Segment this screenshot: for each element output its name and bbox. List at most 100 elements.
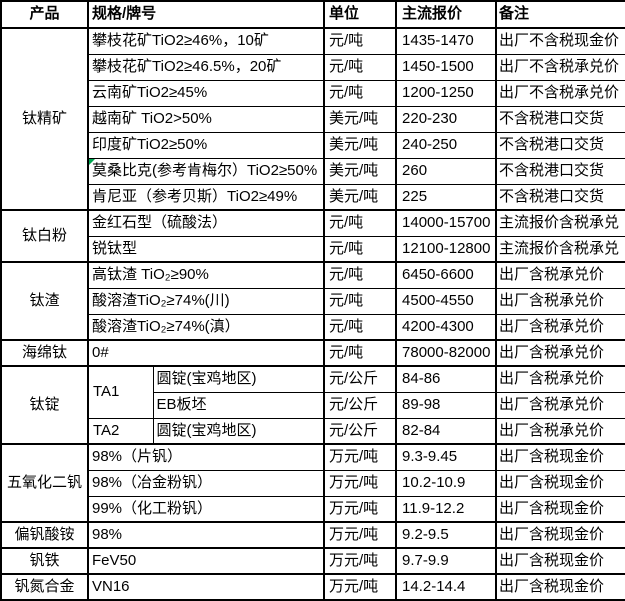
spec-cell[interactable]: 攀枝花矿TiO2≥46.5%，20矿 <box>87 53 326 81</box>
note-cell[interactable]: 出厂含税现金价 <box>495 521 625 549</box>
price-cell[interactable]: 89-98 <box>395 391 498 419</box>
unit-cell[interactable]: 元/吨 <box>323 235 398 263</box>
unit-cell[interactable]: 元/吨 <box>323 313 398 341</box>
spec-cell[interactable]: 金红石型（硫酸法） <box>87 209 326 237</box>
price-cell[interactable]: 10.2-10.9 <box>395 469 498 497</box>
spec-cell[interactable]: 酸溶渣TiO₂≥74%(川) <box>87 287 326 315</box>
price-cell[interactable]: 9.2-9.5 <box>395 521 498 549</box>
note-cell[interactable]: 不含税港口交货 <box>495 183 625 211</box>
spec-cell[interactable]: 肯尼亚（参考贝斯）TiO2≥49% <box>87 183 326 211</box>
spec-cell[interactable]: 圆锭(宝鸡地区) <box>152 365 326 393</box>
note-cell[interactable]: 不含税港口交货 <box>495 105 625 133</box>
price-cell[interactable]: 12100-12800 <box>395 235 498 263</box>
spec-cell[interactable]: EB板坯 <box>152 391 326 419</box>
grade-cell[interactable]: TA1 <box>87 365 154 419</box>
note-cell[interactable]: 出厂含税现金价 <box>495 547 625 575</box>
product-cell[interactable]: 钒铁 <box>0 547 89 575</box>
note-cell[interactable]: 出厂含税现金价 <box>495 495 625 523</box>
product-cell[interactable]: 钒氮合金 <box>0 573 89 601</box>
unit-cell[interactable]: 元/吨 <box>323 79 398 107</box>
product-cell[interactable]: 钛渣 <box>0 261 89 341</box>
note-cell[interactable]: 出厂含税承兑价 <box>495 313 625 341</box>
product-cell[interactable]: 钛锭 <box>0 365 89 445</box>
unit-cell[interactable]: 元/吨 <box>323 209 398 237</box>
note-cell[interactable]: 出厂含税承兑价 <box>495 261 625 289</box>
spec-cell[interactable]: 98% <box>87 521 326 549</box>
unit-cell[interactable]: 万元/吨 <box>323 469 398 497</box>
note-cell[interactable]: 出厂含税承兑价 <box>495 339 625 367</box>
spec-cell[interactable]: 越南矿 TiO2>50% <box>87 105 326 133</box>
price-cell[interactable]: 4200-4300 <box>395 313 498 341</box>
price-cell[interactable]: 225 <box>395 183 498 211</box>
unit-cell[interactable]: 美元/吨 <box>323 131 398 159</box>
spec-cell[interactable]: 圆锭(宝鸡地区) <box>152 417 326 445</box>
unit-cell[interactable]: 美元/吨 <box>323 183 398 211</box>
spec-cell[interactable]: 99%（化工粉钒） <box>87 495 326 523</box>
note-cell[interactable]: 出厂不含税承兑价 <box>495 79 625 107</box>
unit-cell[interactable]: 万元/吨 <box>323 495 398 523</box>
header-note[interactable]: 备注 <box>495 0 625 29</box>
price-cell[interactable]: 84-86 <box>395 365 498 393</box>
spec-cell[interactable]: FeV50 <box>87 547 326 575</box>
note-cell[interactable]: 出厂不含税承兑价 <box>495 53 625 81</box>
price-cell[interactable]: 82-84 <box>395 417 498 445</box>
spec-cell[interactable]: 攀枝花矿TiO2≥46%，10矿 <box>87 27 326 55</box>
note-cell[interactable]: 不含税港口交货 <box>495 131 625 159</box>
product-cell[interactable]: 五氧化二钒 <box>0 443 89 523</box>
note-cell[interactable]: 出厂不含税现金价 <box>495 27 625 55</box>
price-cell[interactable]: 11.9-12.2 <box>395 495 498 523</box>
spec-cell[interactable]: 98%（冶金粉钒） <box>87 469 326 497</box>
header-spec[interactable]: 规格/牌号 <box>87 0 326 29</box>
grade-cell[interactable]: TA2 <box>87 417 154 445</box>
unit-cell[interactable]: 美元/吨 <box>323 105 398 133</box>
header-unit[interactable]: 单位 <box>323 0 398 29</box>
header-price[interactable]: 主流报价 <box>395 0 498 29</box>
price-cell[interactable]: 9.7-9.9 <box>395 547 498 575</box>
unit-cell[interactable]: 元/公斤 <box>323 365 398 393</box>
unit-cell[interactable]: 万元/吨 <box>323 443 398 471</box>
note-cell[interactable]: 出厂含税现金价 <box>495 573 625 601</box>
note-cell[interactable]: 不含税港口交货 <box>495 157 625 185</box>
spec-cell[interactable]: 98%（片钒） <box>87 443 326 471</box>
spec-cell[interactable]: 云南矿TiO2≥45% <box>87 79 326 107</box>
price-cell[interactable]: 1435-1470 <box>395 27 498 55</box>
spec-cell[interactable]: 酸溶渣TiO₂≥74%(滇） <box>87 313 326 341</box>
spec-cell[interactable]: 锐钛型 <box>87 235 326 263</box>
note-cell[interactable]: 出厂含税承兑价 <box>495 417 625 445</box>
price-cell[interactable]: 220-230 <box>395 105 498 133</box>
spec-cell[interactable]: VN16 <box>87 573 326 601</box>
price-cell[interactable]: 1200-1250 <box>395 79 498 107</box>
price-cell[interactable]: 14000-15700 <box>395 209 498 237</box>
price-cell[interactable]: 4500-4550 <box>395 287 498 315</box>
note-cell[interactable]: 出厂含税承兑价 <box>495 287 625 315</box>
unit-cell[interactable]: 万元/吨 <box>323 547 398 575</box>
spec-cell[interactable]: 莫桑比克(参考肯梅尔）TiO2≥50% <box>87 157 326 185</box>
price-cell[interactable]: 6450-6600 <box>395 261 498 289</box>
unit-cell[interactable]: 元/公斤 <box>323 417 398 445</box>
note-cell[interactable]: 出厂含税承兑价 <box>495 365 625 393</box>
product-cell[interactable]: 钛精矿 <box>0 27 89 211</box>
unit-cell[interactable]: 元/吨 <box>323 339 398 367</box>
price-cell[interactable]: 260 <box>395 157 498 185</box>
unit-cell[interactable]: 元/吨 <box>323 27 398 55</box>
unit-cell[interactable]: 元/吨 <box>323 261 398 289</box>
spec-cell[interactable]: 印度矿TiO2≥50% <box>87 131 326 159</box>
spec-cell[interactable]: 0# <box>87 339 326 367</box>
unit-cell[interactable]: 万元/吨 <box>323 521 398 549</box>
note-cell[interactable]: 主流报价含税承兑 <box>495 235 625 263</box>
note-cell[interactable]: 出厂含税现金价 <box>495 469 625 497</box>
unit-cell[interactable]: 万元/吨 <box>323 573 398 601</box>
price-cell[interactable]: 240-250 <box>395 131 498 159</box>
price-cell[interactable]: 9.3-9.45 <box>395 443 498 471</box>
unit-cell[interactable]: 美元/吨 <box>323 157 398 185</box>
price-cell[interactable]: 1450-1500 <box>395 53 498 81</box>
unit-cell[interactable]: 元/吨 <box>323 53 398 81</box>
unit-cell[interactable]: 元/吨 <box>323 287 398 315</box>
product-cell[interactable]: 偏钒酸铵 <box>0 521 89 549</box>
price-cell[interactable]: 14.2-14.4 <box>395 573 498 601</box>
product-cell[interactable]: 海绵钛 <box>0 339 89 367</box>
product-cell[interactable]: 钛白粉 <box>0 209 89 263</box>
note-cell[interactable]: 主流报价含税承兑 <box>495 209 625 237</box>
price-cell[interactable]: 78000-82000 <box>395 339 498 367</box>
unit-cell[interactable]: 元/公斤 <box>323 391 398 419</box>
